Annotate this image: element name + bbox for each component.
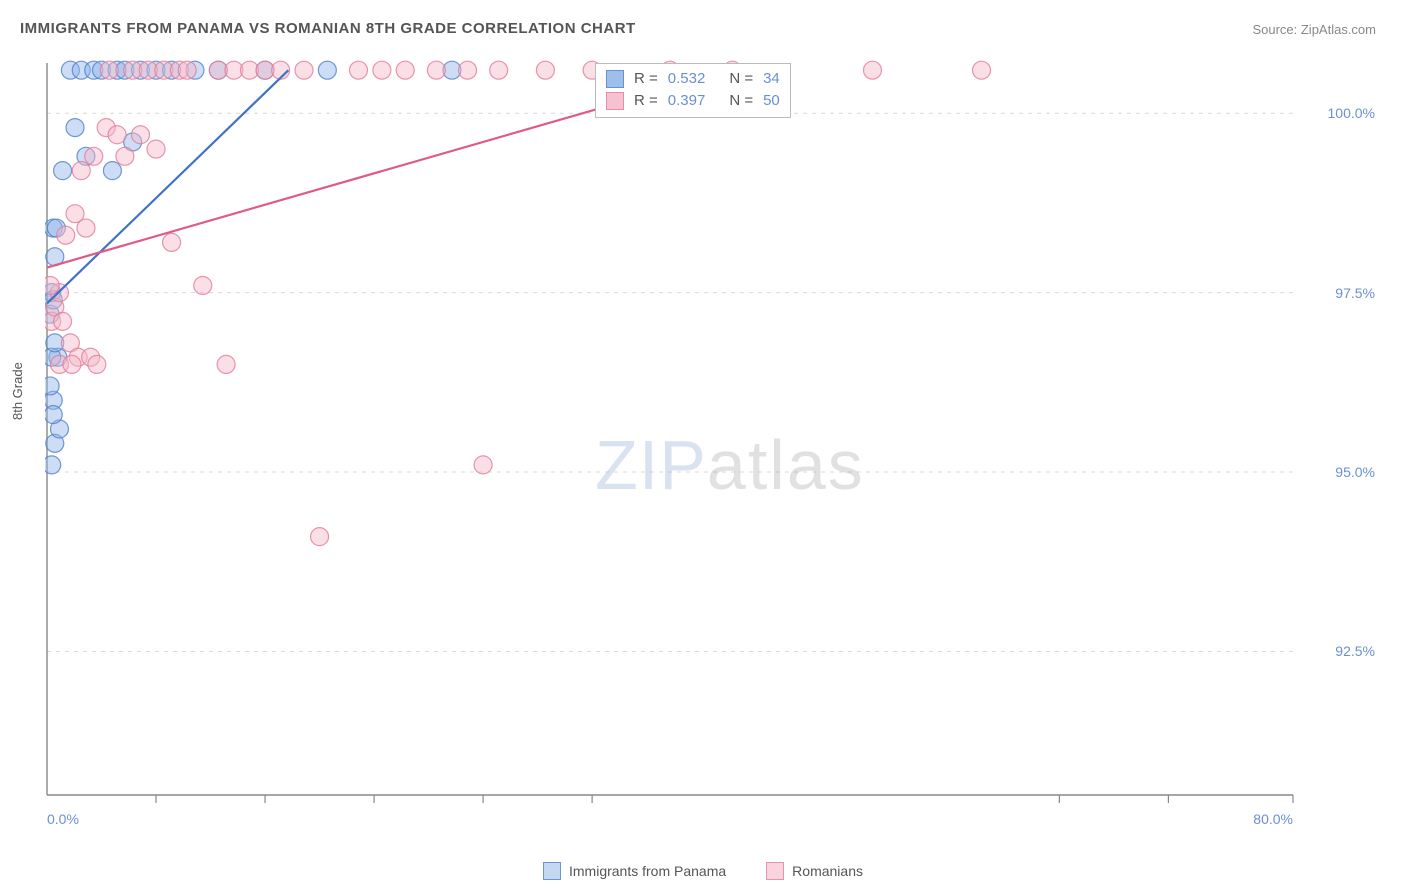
legend-swatch [606,70,624,88]
r-label: R = [634,90,658,113]
y-tick-label: 100.0% [1328,105,1375,121]
chart-title: IMMIGRANTS FROM PANAMA VS ROMANIAN 8TH G… [20,20,636,37]
legend-swatch [766,862,784,880]
legend-swatch [606,92,624,110]
y-tick-label: 97.5% [1335,285,1375,301]
chart-plot-area: ZIPatlas R = 0.532N = 34R = 0.397N = 50 … [45,55,1295,825]
source-value: ZipAtlas.com [1301,22,1376,37]
source-attribution: Source: ZipAtlas.com [1252,22,1376,37]
x-tick-label: 80.0% [1253,811,1293,827]
legend-label: Romanians [792,863,863,879]
scatter-chart-svg [45,55,1295,825]
r-label: R = [634,68,658,91]
n-label: N = [729,68,753,91]
n-label: N = [729,90,753,113]
y-tick-label: 92.5% [1335,643,1375,659]
legend-label: Immigrants from Panama [569,863,726,879]
series-legend: Immigrants from Panama Romanians [0,862,1406,880]
r-value: 0.532 [668,68,706,91]
correlation-legend-row: R = 0.532 N = 34 [606,68,780,91]
n-value: 34 [763,68,780,91]
correlation-legend-row: R = 0.397 N = 50 [606,90,780,113]
x-tick-label: 0.0% [47,811,79,827]
legend-swatch [543,862,561,880]
legend-item: Romanians [766,862,863,880]
r-value: 0.397 [668,90,706,113]
correlation-legend: R = 0.532 N = 34 R = 0.397 N = 50 [595,63,791,118]
legend-item: Immigrants from Panama [543,862,726,880]
source-label: Source: [1252,22,1300,37]
y-tick-label: 95.0% [1335,464,1375,480]
n-value: 50 [763,90,780,113]
y-axis-label: 8th Grade [10,362,25,420]
